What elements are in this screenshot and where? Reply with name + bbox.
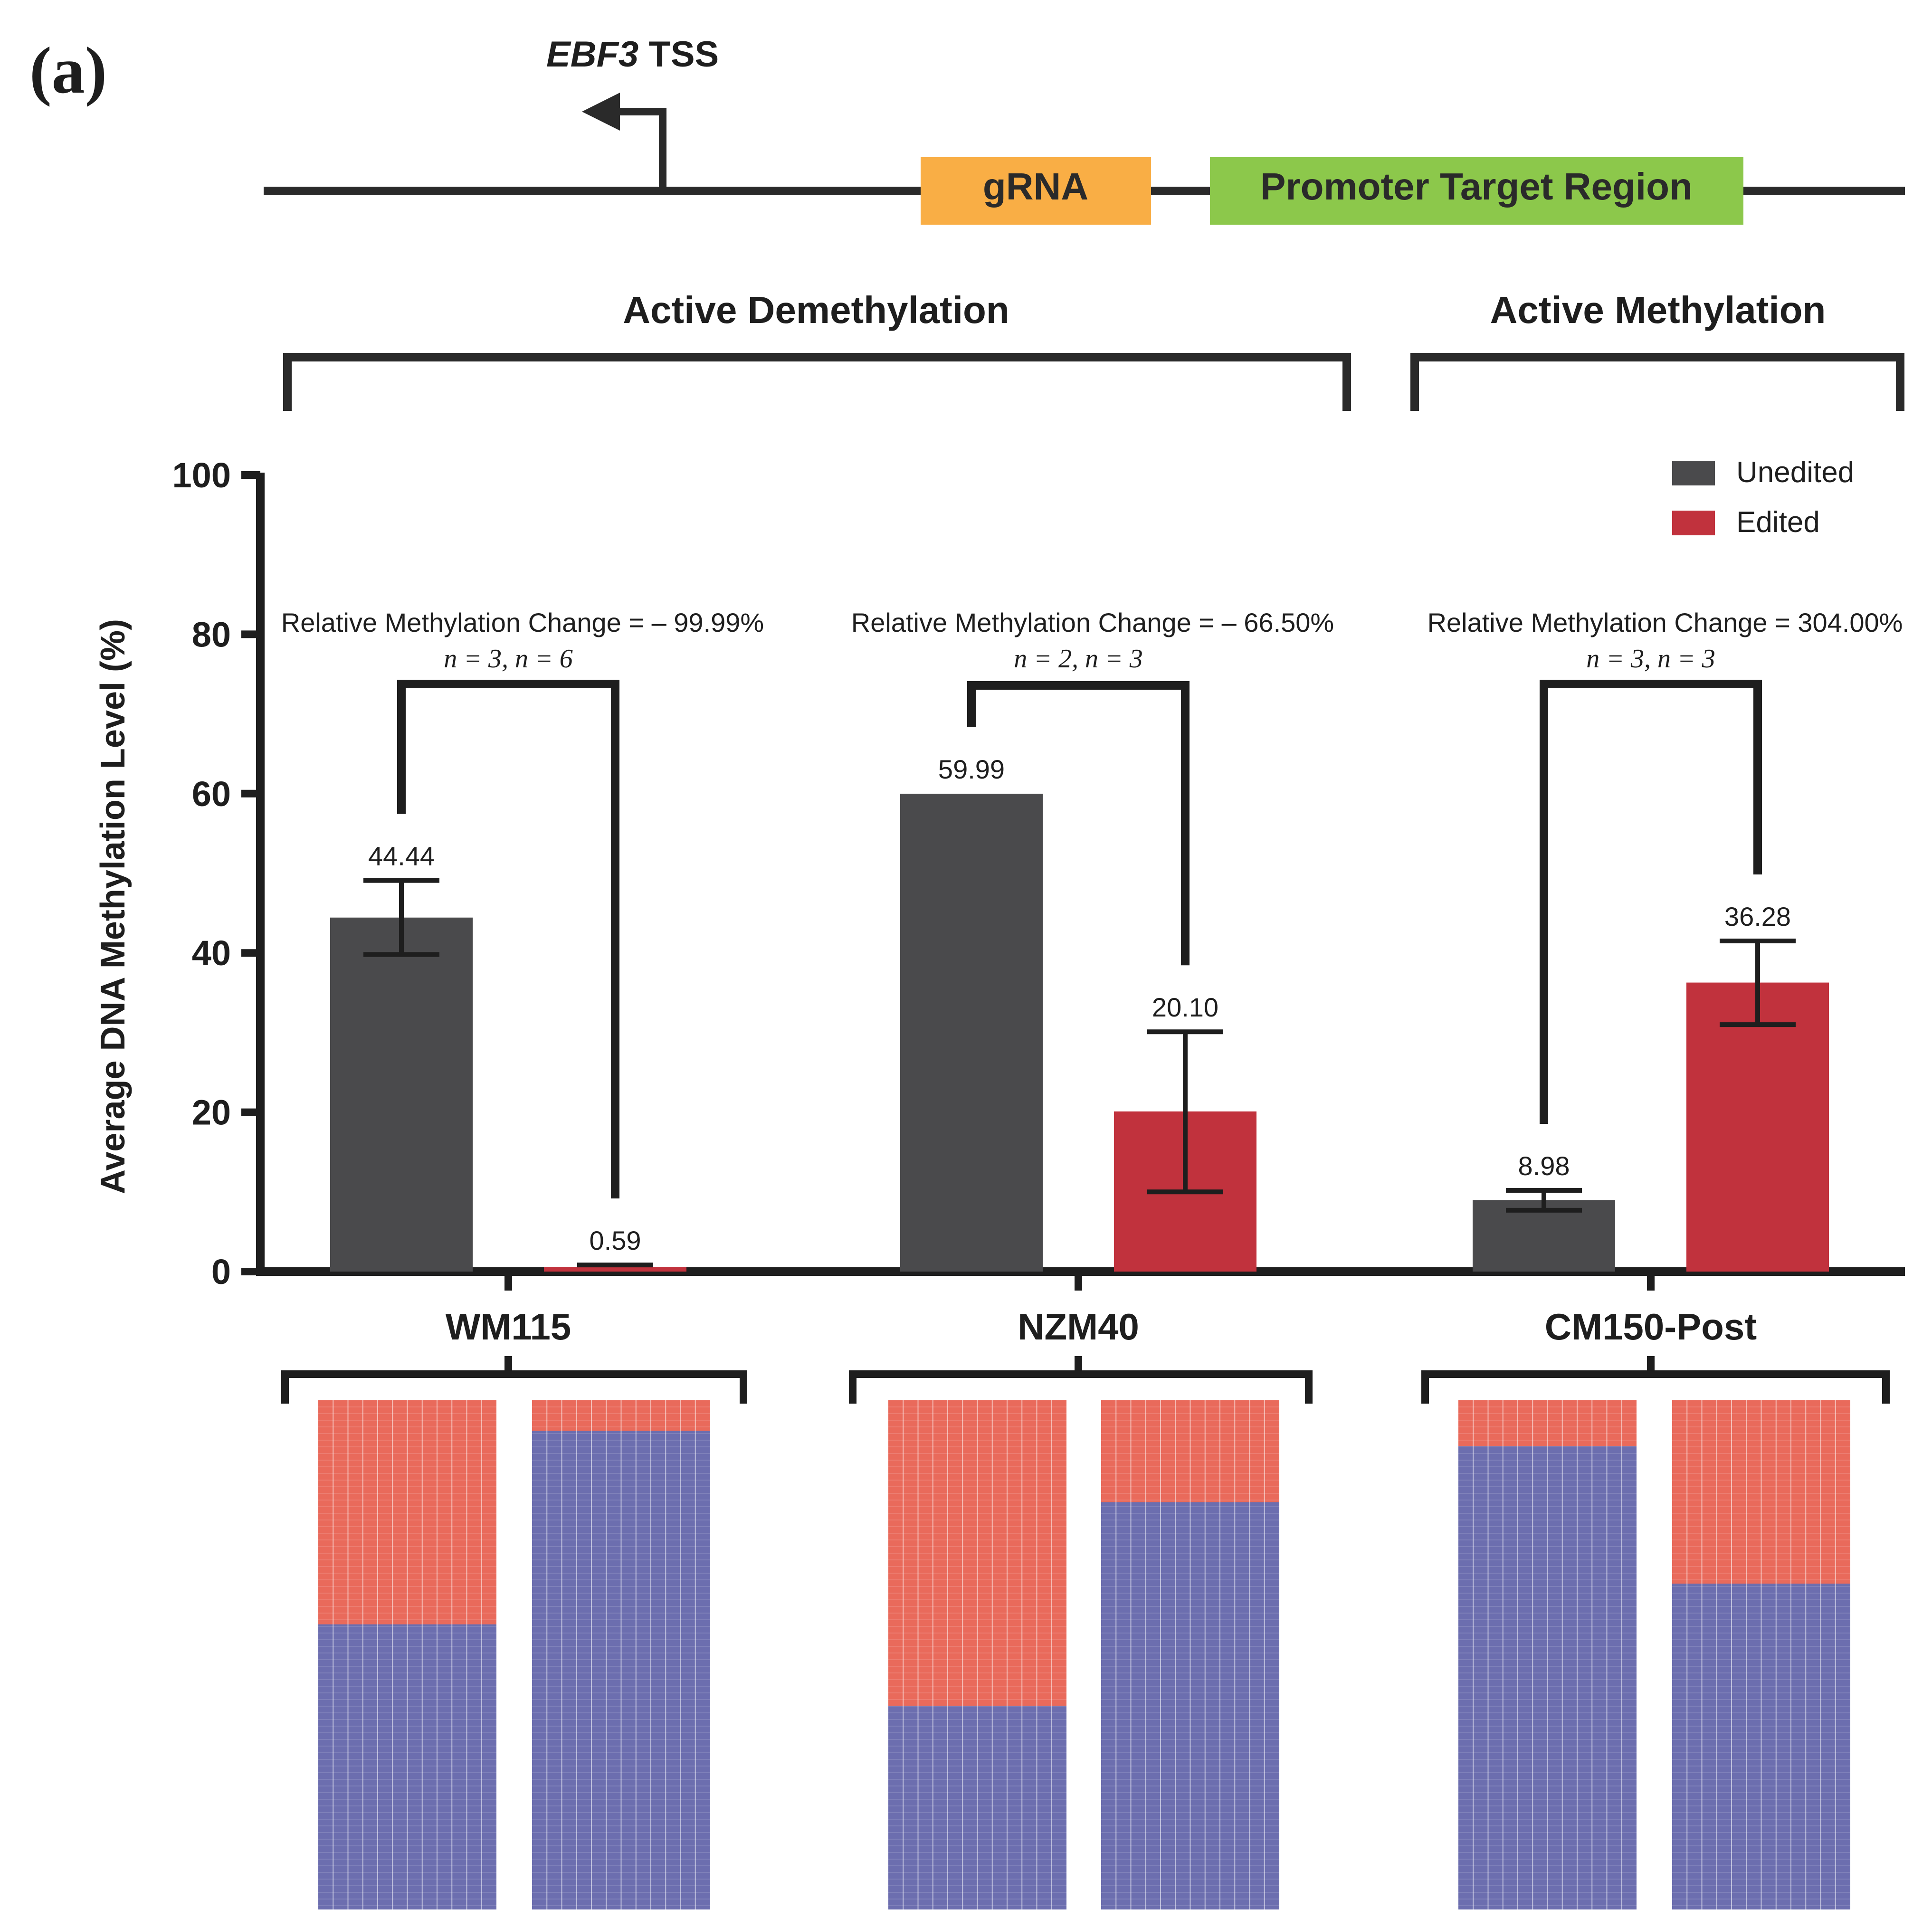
category-labels: WM115 NZM40 CM150-Post [446, 1306, 1757, 1348]
tss-label: EBF3 TSS [546, 34, 719, 75]
y-tick-label: 20 [192, 1093, 231, 1132]
heatmap-nzm40-unedited [888, 1400, 1066, 1909]
relative-change-label: Relative Methylation Change = – 66.50% [851, 608, 1334, 637]
category-label: WM115 [446, 1306, 571, 1348]
error-bars [363, 878, 1796, 1268]
bar-value-label: 8.98 [1518, 1151, 1570, 1181]
bar-edited-wm115 [544, 1267, 686, 1272]
y-tick-label: 40 [192, 933, 231, 973]
bar-value-label: 44.44 [368, 841, 435, 871]
chart-legend: Unedited Edited [1672, 456, 1854, 539]
bar-value-label: 20.10 [1152, 992, 1218, 1022]
legend-swatch-edited [1672, 511, 1715, 535]
heatmap-wm115-unedited [318, 1400, 496, 1909]
comparison-brackets: Relative Methylation Change = – 99.99% n … [281, 608, 1903, 1199]
promoter-target-box [1210, 157, 1743, 225]
heatmap-cm150-post-unedited [1458, 1400, 1637, 1909]
heatmap-group-bracket [281, 1370, 747, 1404]
promoter-target-label: Promoter Target Region [1260, 165, 1693, 208]
bar-edited-cm150-post [1686, 982, 1829, 1272]
legend-swatch-unedited [1672, 461, 1715, 485]
heatmap-cm150-post-edited [1672, 1400, 1850, 1909]
bar-value-label: 36.28 [1724, 902, 1791, 931]
demethylation-heading: Active Demethylation [623, 289, 1009, 331]
significance-bracket [967, 681, 1190, 966]
bar-chart: Average DNA Methylation Level (%) 0 20 40 6… [94, 456, 1905, 1348]
methylation-bracket [1410, 353, 1904, 411]
heatmap-nzm40-edited [1101, 1400, 1279, 1909]
sample-size-label: n = 3, n = 6 [444, 644, 573, 674]
heatmap-group-bracket [849, 1370, 1313, 1404]
significance-bracket [1540, 680, 1762, 1124]
relative-change-label: Relative Methylation Change = – 99.99% [281, 608, 764, 637]
y-tick-label: 80 [192, 615, 231, 654]
legend-label-unedited: Unedited [1736, 456, 1854, 489]
legend-label-edited: Edited [1736, 506, 1820, 539]
bar-value-label: 0.59 [590, 1225, 641, 1255]
grna-label: gRNA [983, 165, 1088, 208]
y-tick-label: 100 [172, 456, 231, 495]
y-tick-label: 60 [192, 774, 231, 814]
significance-bracket [397, 680, 619, 1199]
demethylation-bracket [283, 353, 1351, 411]
sample-size-label: n = 2, n = 3 [1014, 644, 1143, 674]
relative-change-label: Relative Methylation Change = 304.00% [1428, 608, 1903, 637]
category-label: CM150-Post [1545, 1306, 1757, 1348]
top-brackets: Active Demethylation Active Methylation [283, 289, 1904, 411]
y-axis-label: Average DNA Methylation Level (%) [94, 619, 132, 1194]
bar-unedited-nzm40 [900, 793, 1043, 1272]
methylation-heatmaps [281, 1356, 1890, 1909]
value-labels: 44.44 59.99 8.98 0.59 20.10 36.28 [368, 754, 1791, 1255]
panel-label: (a) [29, 34, 107, 107]
tss-arrow-icon [582, 93, 620, 131]
gene-schematic: EBF3 TSS gRNA Promoter Target Region [264, 34, 1905, 225]
tss-label-suffix: TSS [638, 34, 719, 75]
chart-axes: 0 20 40 60 80 100 [172, 456, 1905, 1292]
methylation-heading: Active Methylation [1490, 289, 1826, 331]
sample-size-label: n = 3, n = 3 [1586, 644, 1715, 674]
tss-arrow-stem [618, 108, 666, 191]
grna-box [921, 157, 1151, 225]
category-label: NZM40 [1018, 1306, 1139, 1348]
bar-value-label: 59.99 [938, 754, 1005, 784]
tss-gene-name: EBF3 [546, 34, 638, 75]
y-tick-label: 0 [211, 1252, 231, 1292]
heatmap-wm115-edited [532, 1400, 710, 1909]
heatmap-group-bracket [1421, 1370, 1890, 1404]
bar-unedited-wm115 [330, 917, 473, 1272]
chart-bars [330, 793, 1829, 1272]
